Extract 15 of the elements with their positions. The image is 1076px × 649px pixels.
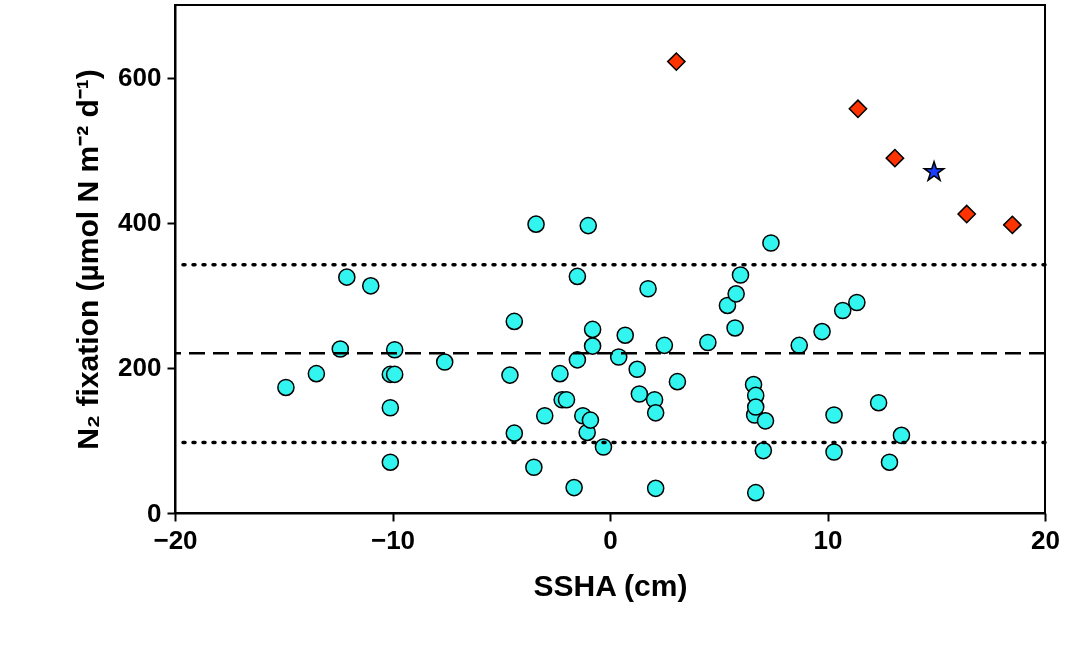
x-tick-label: −10 — [370, 524, 416, 555]
point — [848, 99, 868, 119]
point — [1002, 215, 1022, 235]
x-tick-label: 0 — [603, 524, 618, 555]
point — [666, 52, 686, 72]
point — [923, 160, 945, 181]
x-tick-label: 10 — [813, 524, 843, 555]
point — [957, 204, 977, 224]
x-tick-label: 20 — [1031, 524, 1060, 555]
y-axis-title: N₂ fixation (µmol N m⁻² d⁻¹) — [71, 69, 105, 450]
y-tick-label: 200 — [118, 352, 162, 383]
x-axis-title: SSHA (cm) — [533, 568, 688, 602]
point — [885, 148, 905, 168]
y-tick-label: 600 — [118, 62, 162, 93]
y-tick-label: 400 — [118, 207, 162, 238]
